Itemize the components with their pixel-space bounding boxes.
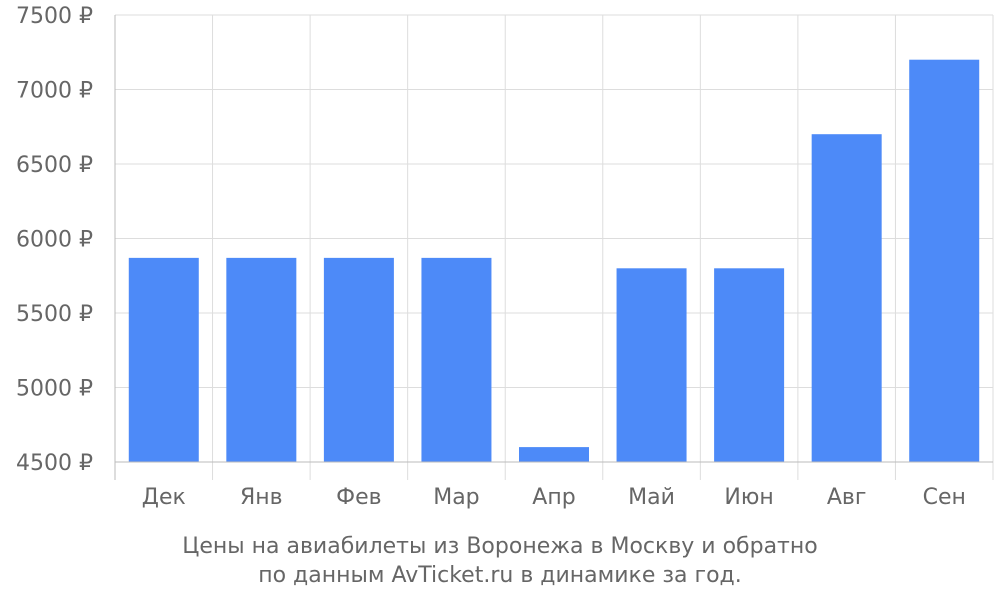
y-axis-tick-labels: 4500 ₽ 5000 ₽ 5500 ₽ 6000 ₽ 6500 ₽ 7000 ₽ 7500… (16, 4, 93, 476)
x-tick-label: Фев (336, 485, 381, 510)
bar-9 (909, 59, 980, 462)
axes (114, 15, 993, 480)
chart-caption-line-2: по данным AvTicket.ru в динамике за год. (258, 563, 742, 588)
y-tick-label: 6500 ₽ (16, 153, 93, 178)
bar-8 (811, 134, 882, 462)
bars (128, 59, 980, 462)
x-tick-label: Авг (827, 485, 867, 510)
bar-3 (323, 257, 394, 462)
bar-6 (616, 268, 687, 462)
x-tick-label: Июн (724, 485, 773, 510)
bar-7 (714, 268, 785, 462)
y-tick-label: 4500 ₽ (16, 451, 93, 476)
x-tick-label: Дек (142, 485, 186, 510)
y-tick-label: 7500 ₽ (16, 4, 93, 29)
y-tick-label: 5500 ₽ (16, 302, 93, 327)
x-tick-label: Янв (240, 485, 283, 510)
grid (115, 14, 994, 480)
x-tick-label: Мар (433, 485, 479, 510)
bar-4 (421, 257, 492, 462)
bar-chart: 4500 ₽ 5000 ₽ 5500 ₽ 6000 ₽ 6500 ₽ 7000 ₽ 7500… (16, 4, 994, 510)
x-tick-label: Сен (923, 485, 966, 510)
bar-2 (226, 257, 297, 462)
y-tick-label: 6000 ₽ (16, 228, 93, 253)
bar-5 (519, 447, 589, 462)
x-tick-label: Май (628, 485, 675, 510)
chart-caption-line-1: Цены на авиабилеты из Воронежа в Москву … (182, 534, 818, 559)
x-axis-tick-labels: Дек Янв Фев Мар Апр Май Июн Авг Сен (142, 485, 966, 510)
y-tick-label: 5000 ₽ (16, 377, 93, 402)
y-tick-label: 7000 ₽ (16, 79, 93, 104)
x-tick-label: Апр (532, 485, 575, 510)
bar-1 (128, 257, 199, 462)
